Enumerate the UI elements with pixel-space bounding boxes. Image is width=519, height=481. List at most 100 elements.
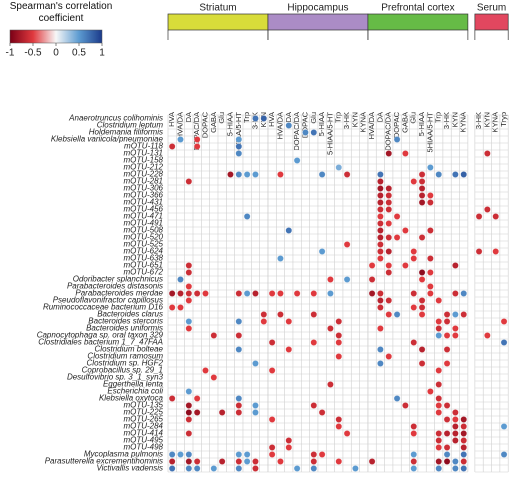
correlation-dot: [260, 115, 268, 122]
column-label: HVA/DA: [175, 112, 184, 139]
row-label: Parabacteroides merdae: [75, 289, 163, 298]
correlation-dot: [235, 290, 243, 297]
correlation-dot: [500, 423, 508, 430]
correlation-dot: [327, 325, 334, 332]
correlation-dot: [243, 458, 251, 465]
correlation-dot: [452, 423, 459, 430]
correlation-dot: [310, 465, 318, 472]
row-label: Mycoplasma pulmonis: [84, 450, 163, 459]
column-label: Glu: [309, 112, 318, 124]
row-label: mOTU-520: [123, 233, 163, 242]
correlation-dot: [418, 346, 426, 353]
correlation-dot: [277, 290, 284, 297]
row-label: mOTU-265: [123, 415, 163, 424]
correlation-dot: [185, 430, 193, 437]
correlation-dot: [368, 276, 376, 283]
correlation-dot: [243, 451, 251, 458]
correlation-dot: [343, 430, 351, 437]
correlation-dot: [235, 318, 243, 325]
correlation-dot: [252, 171, 259, 178]
correlation-dot: [460, 423, 467, 430]
correlation-dot: [185, 416, 193, 423]
row-label: Eggerthella lenta: [103, 380, 164, 389]
correlation-dot: [385, 311, 392, 318]
correlation-dot: [285, 346, 293, 353]
correlation-dot: [185, 402, 193, 409]
correlation-dot: [168, 290, 176, 297]
correlation-dot: [185, 325, 193, 332]
column-label: Trp: [334, 112, 343, 123]
correlation-dot: [427, 283, 434, 290]
correlation-dot: [285, 227, 293, 234]
correlation-dot: [393, 136, 401, 143]
row-label: mOTU-471: [123, 212, 163, 221]
correlation-dot: [285, 122, 293, 129]
row-label: mOTU-638: [123, 254, 163, 263]
correlation-dot: [235, 395, 243, 402]
correlation-dot: [443, 444, 451, 451]
correlation-dot: [168, 143, 176, 150]
row-label: mOTU-366: [123, 191, 163, 200]
correlation-dot: [492, 248, 499, 255]
correlation-dot: [410, 255, 417, 262]
correlation-dot: [235, 150, 243, 157]
correlation-dot: [377, 220, 384, 227]
column-label: DOPAC/DA: [192, 112, 201, 151]
correlation-dot: [235, 451, 243, 458]
correlation-dot: [377, 297, 384, 304]
correlation-dot: [260, 318, 268, 325]
row-label: mOTU-225: [123, 408, 163, 417]
row-label: mOTU-306: [123, 184, 163, 193]
column-label: 3-HK: [474, 112, 483, 129]
correlation-dot: [435, 171, 442, 178]
correlation-dot: [385, 248, 392, 255]
correlation-dot: [427, 269, 434, 276]
correlation-dot: [168, 451, 176, 458]
row-label: Parasutterella excrementihominis: [45, 457, 163, 466]
correlation-dot: [402, 227, 409, 234]
correlation-dot: [310, 311, 318, 318]
row-label: Parabacteroides distasonis: [67, 282, 163, 291]
correlation-dot: [393, 395, 401, 402]
correlation-dot: [335, 164, 343, 171]
correlation-dot: [227, 171, 234, 178]
correlation-dot: [452, 409, 459, 416]
correlation-dot: [452, 416, 459, 423]
correlation-dot: [185, 269, 193, 276]
row-label: mOTU-212: [123, 163, 163, 172]
legend-title: Spearman's correlation coefficient: [9, 1, 113, 24]
column-label: 5HIAA/5-HT: [425, 112, 434, 153]
correlation-dot: [443, 332, 451, 339]
correlation-dot: [335, 332, 343, 339]
correlation-dot: [393, 234, 401, 241]
correlation-dot: [435, 332, 442, 339]
correlation-dot: [452, 171, 459, 178]
correlation-dot: [193, 458, 201, 465]
row-label: Coprobacillus sp. 29_1: [82, 366, 163, 375]
correlation-dot: [193, 465, 201, 472]
column-label: GABA: [209, 112, 218, 133]
correlation-dot: [410, 465, 417, 472]
group-header: [367, 13, 469, 31]
correlation-dot: [185, 297, 193, 304]
correlation-dot: [460, 430, 467, 437]
correlation-dot: [310, 458, 318, 465]
correlation-dot: [377, 360, 384, 367]
correlation-dot: [268, 339, 276, 346]
correlation-dot: [335, 458, 343, 465]
column-label: 5-HIAA/5-HT: [325, 112, 334, 155]
correlation-dot: [435, 381, 442, 388]
row-label: mOTU-495: [123, 436, 163, 445]
correlation-dot: [268, 416, 276, 423]
colorbar-tick-label: 0: [53, 48, 59, 59]
correlation-dot: [168, 304, 176, 311]
column-label: KYN: [450, 112, 459, 127]
correlation-dot: [185, 318, 193, 325]
correlation-dot: [402, 402, 409, 409]
column-label: DOPAC: [300, 111, 309, 138]
column-label: 5-HIAA: [317, 112, 326, 136]
correlation-dot: [418, 171, 426, 178]
correlation-dot: [435, 465, 442, 472]
group-header: [167, 13, 269, 31]
